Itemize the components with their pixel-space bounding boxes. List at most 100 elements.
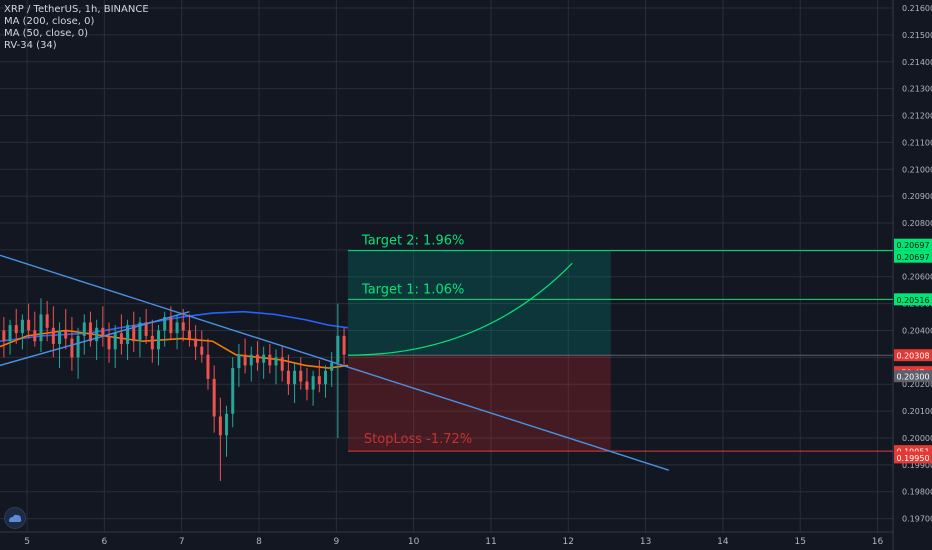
price-tag-label: 0.20697 [896,241,929,250]
candle-body [311,376,315,390]
candle-body [150,335,154,350]
price-tag: 0.19950 [894,451,932,464]
y-tick-label: 0.20100 [902,407,932,416]
candle-body [249,354,253,366]
profit-zone [347,250,611,356]
y-tick-label: 0.19900 [902,461,932,470]
price-tag-bg [894,370,932,383]
candle-body [255,354,259,363]
ma200-label[interactable]: MA (200, close, 0) [4,16,95,27]
candle-body [45,314,49,328]
candle-body [20,319,24,334]
candle-body [231,368,235,414]
price-tag-label: 0.19950 [896,454,929,463]
x-tick-label: 7 [179,537,185,547]
price-tag-bg [894,349,932,362]
symbol-label[interactable]: XRP / TetherUS, 1h, BINANCE [4,4,149,15]
candle-body [101,327,105,336]
candle-body [286,370,290,385]
chart-legend: XRP / TetherUS, 1h, BINANCE MA (200, clo… [4,4,149,52]
candle-body [51,327,55,344]
candle-body [175,322,179,334]
candle-body [225,413,229,436]
target2-label: Target 2: 1.96% [361,234,464,249]
x-tick-label: 6 [102,537,108,547]
y-tick-label: 0.21000 [902,165,932,174]
candle-body [132,325,136,342]
x-tick-label: 14 [717,537,729,547]
candle-body [218,416,222,436]
y-tick-label: 0.19800 [902,488,932,497]
candle-body [144,322,148,336]
y-tick-label: 0.19700 [902,515,932,524]
price-tag-label: 0.20697 [896,253,929,262]
price-tag-bg [894,250,932,263]
x-tick-label: 16 [872,537,884,547]
price-tag: 0.20516 [894,293,932,306]
candle-body [237,354,241,369]
candle-body [82,322,86,336]
x-tick-label: 10 [408,537,420,547]
candle-body [39,314,43,342]
price-tag-bg [894,451,932,464]
x-tick-label: 8 [256,537,262,547]
candle-body [33,330,37,342]
candle-body [305,381,309,390]
candle-body [324,370,328,385]
x-tick-label: 12 [563,537,574,547]
candle-body [187,330,191,339]
candle-body [126,325,130,344]
y-tick-label: 0.21600 [902,4,932,13]
target1-label: Target 1: 1.06% [361,282,464,297]
candle-body [317,376,321,385]
price-tag-bg [894,238,932,251]
candle-body [293,370,297,385]
price-tag-label: 0.20308 [896,352,929,361]
candle-body [169,317,173,334]
ascending-trendline [0,311,190,367]
price-tag: 0.20300 [894,370,932,383]
candle-body [268,354,272,366]
candle-body [212,378,216,417]
candle-body [342,335,346,355]
candle-body [107,335,111,350]
candle-body [206,354,210,379]
candle-body [262,354,266,363]
y-tick-label: 0.20000 [902,434,932,443]
y-tick-label: 0.20800 [902,219,932,228]
price-tag: 0.20697 [894,250,932,263]
y-tick-label: 0.20400 [902,326,932,335]
x-tick-label: 11 [485,537,496,547]
candle-body [88,322,92,342]
candle-body [163,317,167,331]
candle-body [14,325,18,334]
rv-label[interactable]: RV-34 (34) [4,40,57,51]
candle-body [119,333,123,344]
price-tag-label: 0.20300 [896,373,929,382]
candle-body [27,319,31,331]
candle-body [280,357,284,371]
candle-body [2,330,6,342]
stoploss-label: StopLoss -1.72% [364,432,472,447]
candle-body [95,327,99,342]
loss-zone [347,355,611,452]
candle-body [330,362,334,371]
y-tick-label: 0.21400 [902,58,932,67]
descending-trendline [0,254,669,471]
price-tag: 0.20308 [894,349,932,362]
y-tick-label: 0.20600 [902,273,932,282]
candle-body [181,322,185,331]
x-tick-label: 13 [640,537,651,547]
candle-body [64,330,68,339]
y-tick-label: 0.21200 [902,112,932,121]
ma50-label[interactable]: MA (50, close, 0) [4,28,89,39]
cloud-icon [9,514,22,522]
candle-body [76,335,80,358]
tradingview-cloud-icon[interactable] [4,507,26,529]
candle-body [8,325,12,342]
price-tag: 0.20697 [894,238,932,251]
candle-body [194,338,198,347]
price-tag-bg [894,293,932,306]
